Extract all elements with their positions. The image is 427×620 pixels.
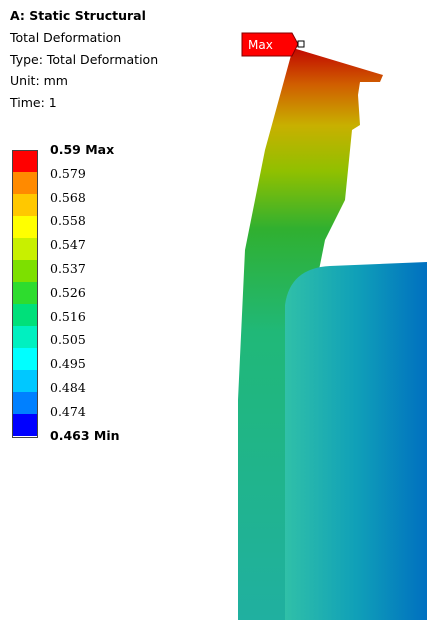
legend-label: 0.526 <box>50 285 86 300</box>
block <box>285 262 427 620</box>
header-line: Unit: mm <box>10 73 68 88</box>
legend-label: 0.484 <box>50 380 86 395</box>
header-line: Type: Total Deformation <box>10 52 158 67</box>
legend-label: 0.579 <box>50 166 86 181</box>
title: A: Static Structural <box>10 8 146 23</box>
legend-label: 0.516 <box>50 309 86 324</box>
legend-label: 0.474 <box>50 404 86 419</box>
max-tag-label: Max <box>248 38 273 52</box>
legend-label: 0.537 <box>50 261 86 276</box>
header-line: Time: 1 <box>10 95 57 110</box>
legend-label: 0.547 <box>50 237 86 252</box>
legend-label: 0.568 <box>50 190 86 205</box>
legend-frame <box>12 150 38 438</box>
legend-label: 0.505 <box>50 332 86 347</box>
header-line: Total Deformation <box>10 30 121 45</box>
legend-label: 0.463 Min <box>50 428 120 443</box>
max-point <box>298 41 304 47</box>
legend-label: 0.59 Max <box>50 142 114 157</box>
legend-label: 0.495 <box>50 356 86 371</box>
screen: Max A: Static Structural Total Deformati… <box>0 0 427 620</box>
legend-label: 0.558 <box>50 213 86 228</box>
